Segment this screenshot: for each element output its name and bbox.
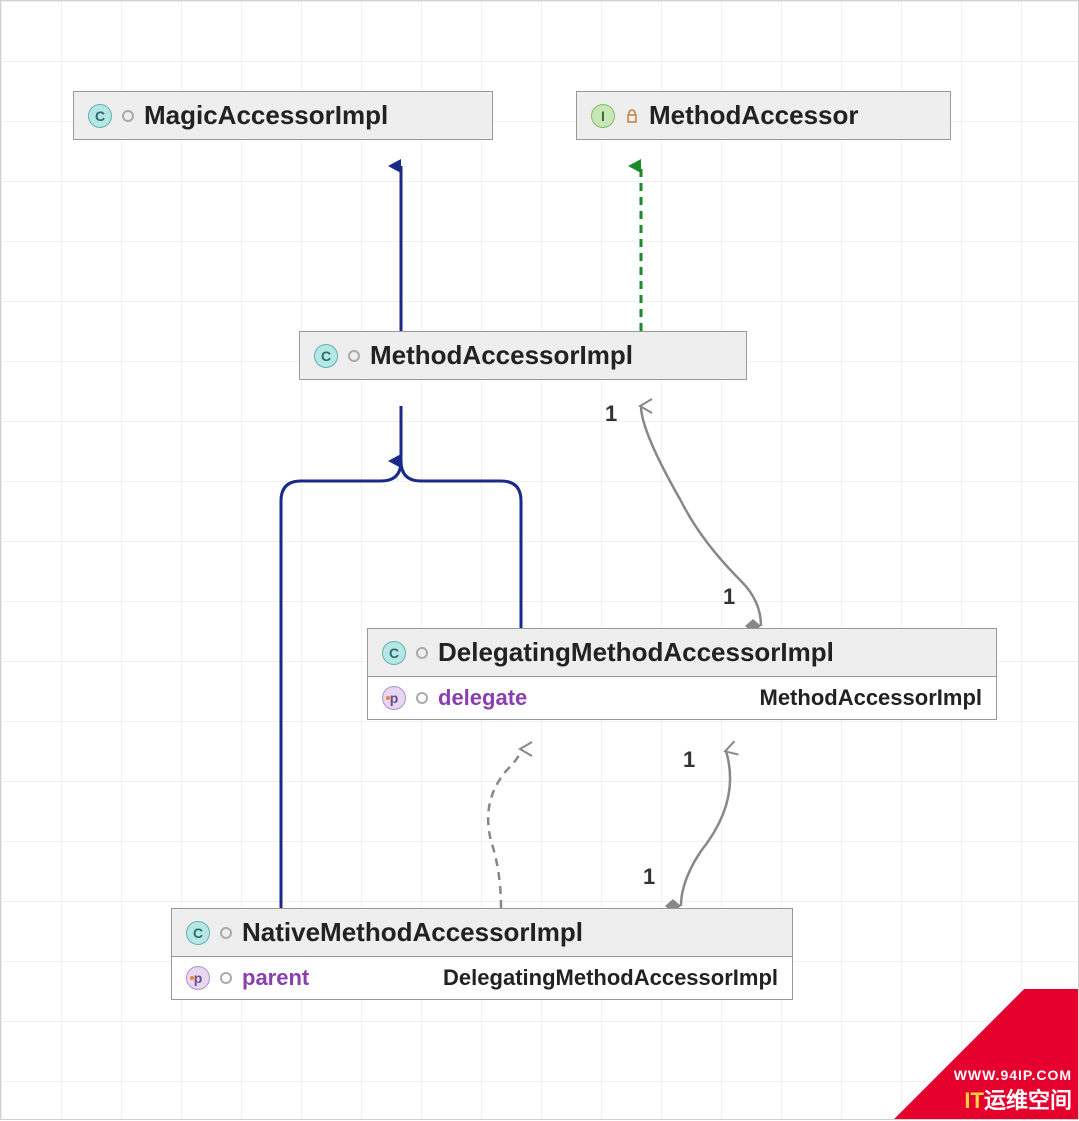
edge-native-dep-delegating xyxy=(488,749,521,908)
field-name: delegate xyxy=(438,685,527,711)
node-field-row: p delegate MethodAccessorImpl xyxy=(368,676,996,719)
diagram-canvas: C MagicAccessorImpl I MethodAccessor C M… xyxy=(0,0,1079,1120)
multiplicity-label: 1 xyxy=(723,584,735,610)
watermark-title: IT运维空间 xyxy=(954,1083,1072,1115)
ring-icon xyxy=(416,647,428,659)
ring-icon xyxy=(122,110,134,122)
node-header: C NativeMethodAccessorImpl xyxy=(172,909,792,956)
node-header: C MethodAccessorImpl xyxy=(300,332,746,379)
node-header: C MagicAccessorImpl xyxy=(74,92,492,139)
class-badge-icon: C xyxy=(186,921,210,945)
class-badge-icon: C xyxy=(88,104,112,128)
watermark: WWW.94IP.COM IT运维空间 xyxy=(818,989,1078,1119)
node-magic-accessor-impl: C MagicAccessorImpl xyxy=(73,91,493,140)
multiplicity-label: 1 xyxy=(605,401,617,427)
field-type: DelegatingMethodAccessorImpl xyxy=(443,965,778,991)
edge-native-to-delegating xyxy=(681,751,730,906)
multiplicity-label: 1 xyxy=(643,864,655,890)
node-title: MethodAccessor xyxy=(649,100,859,131)
node-header: I MethodAccessor xyxy=(577,92,950,139)
lock-icon xyxy=(625,109,639,123)
node-native-method-accessor-impl: C NativeMethodAccessorImpl p parent Dele… xyxy=(171,908,793,1000)
class-badge-icon: C xyxy=(314,344,338,368)
interface-badge-icon: I xyxy=(591,104,615,128)
node-title: NativeMethodAccessorImpl xyxy=(242,917,583,948)
node-field-row: p parent DelegatingMethodAccessorImpl xyxy=(172,956,792,999)
ring-icon xyxy=(416,692,428,704)
edge-delegating-to-impl xyxy=(641,406,761,626)
ring-icon xyxy=(220,972,232,984)
node-title: MethodAccessorImpl xyxy=(370,340,633,371)
class-badge-icon: C xyxy=(382,641,406,665)
node-title: MagicAccessorImpl xyxy=(144,100,388,131)
node-title: DelegatingMethodAccessorImpl xyxy=(438,637,834,668)
ring-icon xyxy=(348,350,360,362)
property-badge-icon: p xyxy=(186,966,210,990)
field-name: parent xyxy=(242,965,309,991)
watermark-url: WWW.94IP.COM xyxy=(954,1067,1072,1083)
property-badge-icon: p xyxy=(382,686,406,710)
watermark-rest: 运维空间 xyxy=(984,1088,1072,1113)
watermark-prefix: IT xyxy=(964,1088,984,1113)
watermark-text: WWW.94IP.COM IT运维空间 xyxy=(954,1067,1072,1115)
node-delegating-method-accessor-impl: C DelegatingMethodAccessorImpl p delegat… xyxy=(367,628,997,720)
ring-icon xyxy=(220,927,232,939)
node-header: C DelegatingMethodAccessorImpl xyxy=(368,629,996,676)
multiplicity-label: 1 xyxy=(683,747,695,773)
node-method-accessor: I MethodAccessor xyxy=(576,91,951,140)
field-type: MethodAccessorImpl xyxy=(760,685,983,711)
node-method-accessor-impl: C MethodAccessorImpl xyxy=(299,331,747,380)
